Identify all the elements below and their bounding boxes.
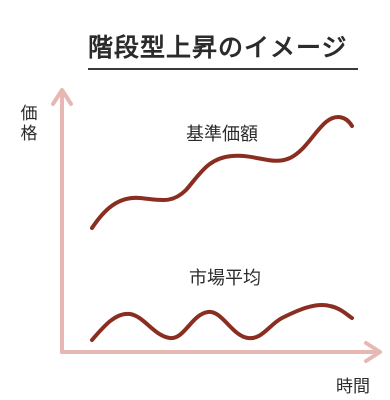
series-label-base-price: 基準価額: [186, 124, 258, 145]
title-underline: [88, 68, 358, 70]
y-axis-arrowhead: [51, 88, 73, 106]
market-average-curve: [90, 303, 354, 342]
diagram-title: 階段型上昇のイメージ: [88, 33, 348, 62]
series-label-market-average: 市場平均: [189, 268, 261, 289]
x-axis-arrowhead: [364, 341, 382, 363]
base-price-curve: [90, 115, 354, 230]
x-axis-label: 時間: [336, 377, 370, 397]
y-axis-label: 価格: [20, 104, 38, 144]
